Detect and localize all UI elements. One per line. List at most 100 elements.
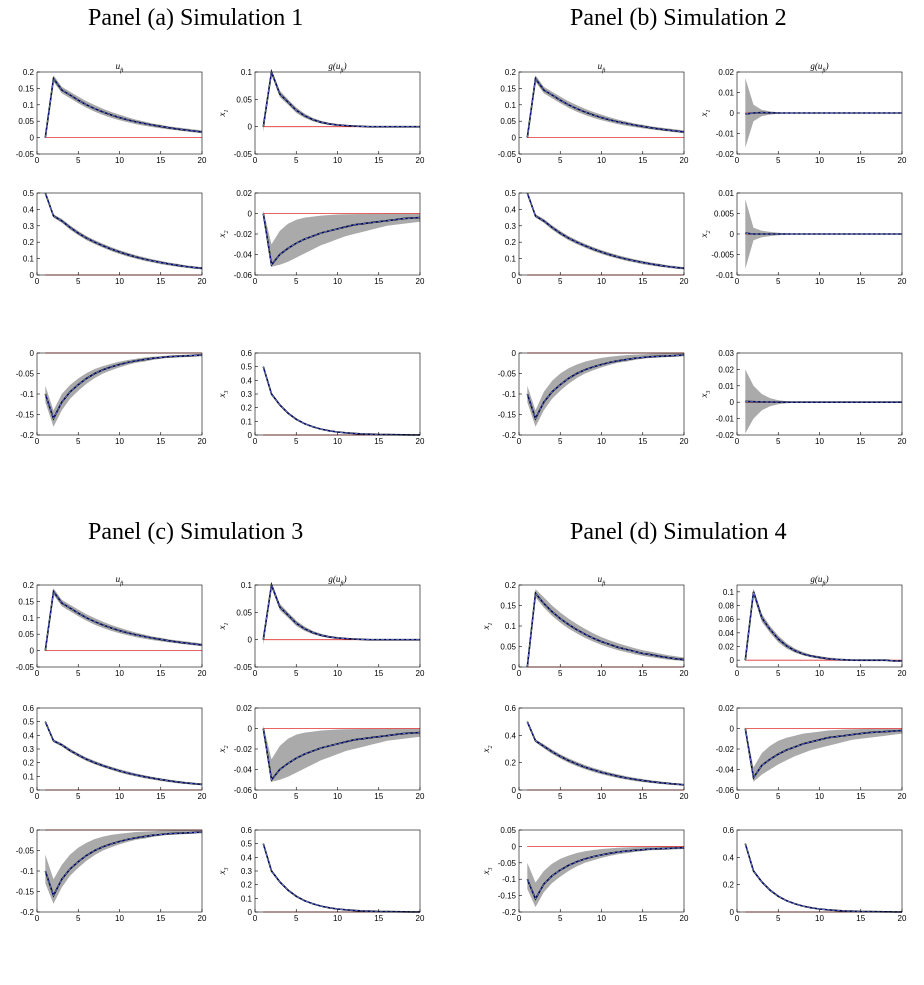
y-tick-label: -0.06 [234,786,253,795]
y-tick-label: -0.05 [234,663,253,672]
median-line [526,76,685,138]
y-tick-label: 0 [30,271,35,280]
x-tick-label: 10 [597,792,606,801]
x-tick-label: 5 [294,156,299,165]
y-tick-label: 0.04 [718,629,734,638]
x-tick-label: 20 [416,156,425,165]
plot-d-r1-g: 0 0.02 0.04 0.06 0.08 0.1 0 5 10 15 20 g(uft) [718,574,907,678]
y-tick-label: -0.01 [716,271,735,280]
y-tick-label: -0.01 [716,415,735,424]
y-tick-label: 0.02 [236,704,252,713]
confidence-band [527,353,684,427]
x-tick-label: 0 [517,437,522,446]
y-tick-label: -0.2 [20,431,34,440]
x-tick-label: 10 [115,669,124,678]
mean-dashed-line [744,843,902,913]
x-tick-label: 5 [776,156,781,165]
x-tick-label: 20 [198,792,207,801]
x-tick-label: 15 [156,669,165,678]
y-tick-label: -0.2 [502,908,516,917]
y-tick-label: 0.05 [500,826,516,835]
x-tick-label: 0 [735,277,740,286]
x-tick-label: 0 [35,437,40,446]
y-tick-label: -0.06 [234,271,253,280]
plot-a-r3-u: -0.2 -0.15 -0.1 -0.05 0 0 5 10 15 20 [16,349,207,446]
plot-b-r2-u: 0 0.1 0.2 0.3 0.4 0.5 0 5 10 15 20 [505,189,689,286]
y-tick-label: 0.6 [23,704,35,713]
mean-dashed-line [262,366,420,436]
confidence-band [45,193,202,270]
x-tick-label: 15 [374,156,383,165]
x-tick-label: 15 [156,277,165,286]
y-axis-label: x2 [217,231,230,239]
confidence-band [263,582,420,646]
x-tick-label: 10 [333,437,342,446]
x-tick-label: 10 [597,669,606,678]
mean-dashed-line [44,831,203,897]
y-tick-label: 0.05 [236,608,252,617]
x-tick-label: 5 [558,669,563,678]
plot-c-r2-u: 0 0.1 0.2 0.3 0.4 0.5 0.6 0 5 10 15 20 [23,704,207,801]
axes-frame [254,584,421,668]
x-tick-label: 20 [898,914,907,923]
x-tick-label: 0 [517,914,522,923]
chart-title: uft [116,61,124,74]
y-tick-label: 0.1 [23,614,35,623]
x-tick-label: 0 [517,277,522,286]
y-tick-label: -0.2 [20,908,34,917]
x-tick-label: 20 [416,792,425,801]
mean-dashed-line [262,843,420,913]
plot-c-r2-g: -0.06 -0.04 -0.02 0 0.02 0 5 10 15 20 x2 [217,704,425,801]
plot-d-r1-u: 0 0.05 0.1 0.15 0.2 0 5 10 15 20 uft x1 [481,574,689,678]
y-tick-label: 0.1 [723,588,735,597]
y-tick-label: 0.2 [23,581,35,590]
y-axis-label: x3 [217,868,230,876]
plot-c-r3-g: 0 0.1 0.2 0.3 0.4 0.5 0.6 0 5 10 15 20 x3 [217,826,425,923]
y-tick-label: -0.05 [16,370,35,379]
y-tick-label: 0 [30,134,35,143]
y-tick-label: 0.005 [714,210,735,219]
mean-dashed-line [526,77,685,138]
confidence-band [745,588,902,662]
y-tick-label: -0.05 [498,859,517,868]
chart-title: g(uft) [810,574,828,587]
mean-dashed-line [262,728,421,781]
axes-frame [518,71,685,155]
y-tick-label: 0.02 [236,189,252,198]
y-tick-label: 0.08 [718,602,734,611]
y-tick-label: 0 [512,271,517,280]
x-tick-label: 20 [898,792,907,801]
y-tick-label: 0.2 [505,581,517,590]
y-tick-label: 0.6 [505,704,517,713]
y-axis-label-text: x3 [699,391,712,399]
mean-dashed-line [526,847,685,900]
x-tick-label: 20 [680,914,689,923]
x-tick-label: 15 [374,792,383,801]
confidence-band [45,720,202,786]
y-axis-label-text: x2 [481,746,494,754]
y-tick-label: -0.02 [716,150,735,159]
x-tick-label: 5 [776,277,781,286]
x-tick-label: 5 [558,156,563,165]
mean-dashed-line [526,721,685,786]
y-tick-label: -0.02 [716,745,735,754]
x-tick-label: 0 [35,156,40,165]
confidence-band [263,365,420,435]
y-axis-label-text: x1 [699,110,712,118]
mean-dashed-line [262,583,420,641]
chart-title: g(uft) [810,61,828,74]
x-tick-label: 15 [374,914,383,923]
y-tick-label: 0.4 [241,376,253,385]
x-tick-label: 15 [156,156,165,165]
y-axis-label: x1 [699,110,712,118]
confidence-band [45,830,202,904]
y-tick-label: 0.1 [241,894,253,903]
y-tick-label: 0 [730,725,735,734]
y-tick-label: 0 [512,349,517,358]
y-tick-label: -0.04 [716,766,735,775]
y-tick-label: 0.1 [505,255,517,264]
estimate-line [262,366,420,436]
y-tick-label: 0.4 [23,731,35,740]
